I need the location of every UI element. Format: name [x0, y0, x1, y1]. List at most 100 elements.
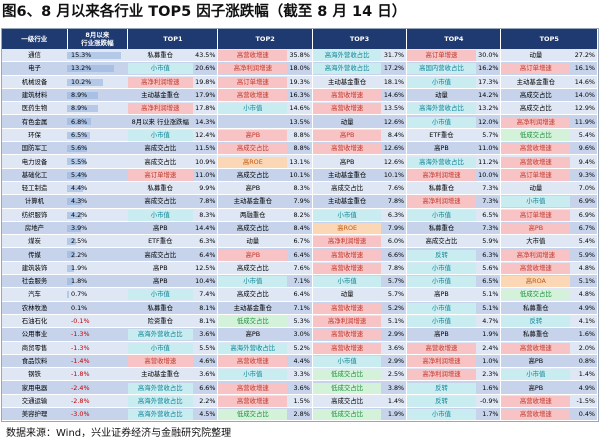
top2-factor-cell: 主动基金重仓	[217, 194, 288, 209]
top3-factor-return: 7.8%	[381, 194, 408, 209]
top4-factor-return: 1.7%	[475, 407, 502, 421]
table-row: 交通运输 -2.8% 高海外营收占比 2.2% 高营收增速 1.5% 高成交占比 1.4% 反转…	[2, 394, 598, 409]
top3-factor-name: 动量	[340, 290, 354, 299]
industry-cell: 公用事业	[2, 327, 67, 342]
top1-factor-return: 7.4%	[192, 287, 219, 302]
top4-factor-name: 高净利润增速	[407, 369, 476, 380]
top2-factor-cell: 低成交占比	[217, 314, 288, 329]
top5-factor-return: 9.4%	[570, 154, 598, 169]
top4-factor-name: 小市值	[407, 302, 476, 314]
pct-bar	[67, 291, 69, 299]
top4-factor-return: 5.9%	[475, 234, 502, 249]
pct-value: 4.4%	[71, 184, 88, 193]
top1-factor-name: 小市值	[127, 289, 193, 301]
top2-factor-name: 高成交占比	[236, 224, 269, 232]
industry-cell: 国防军工	[2, 141, 67, 156]
industry-cell: 商贸零售	[2, 341, 67, 355]
industry-cell: 建筑装饰	[2, 261, 67, 276]
top3-factor-cell: 高营收增速	[312, 261, 382, 276]
top4-factor-cell: 小市值	[406, 274, 476, 289]
top4-factor-name: ETF重仓	[429, 130, 454, 139]
top4-factor-cell: 高净利润增速	[406, 367, 476, 382]
top5-factor-cell: 反转	[500, 314, 571, 329]
top4-factor-cell: 小市值	[406, 208, 476, 222]
top5-factor-name: 高营收增速	[501, 156, 571, 168]
table-row: 基础化工 5.4% 高订单增速 11.0% 高成交占比 10.1% 主动基金重仓 10.1% 高…	[2, 168, 598, 182]
pct-bar	[67, 171, 86, 179]
top5-factor-cell: 高营收增速	[500, 407, 571, 421]
pct-value: 5.5%	[71, 157, 88, 166]
top4-factor-cell: 高PB	[406, 327, 476, 342]
top3-factor-return: 8.4%	[381, 128, 408, 143]
top3-factor-cell: 高海外营收占比	[312, 49, 382, 63]
top5-factor-name: 高营收增速	[501, 262, 571, 274]
table-row: 美容护理 -3.0% 高海外营收占比 4.5% 低成交占比 2.8% 低成交占比 1.9% 小市…	[2, 407, 598, 421]
top1-factor-return: 11.5%	[192, 141, 219, 156]
top2-factor-return: 18.0%	[287, 61, 313, 76]
top2-factor-return: 7.6%	[287, 261, 313, 276]
pct-value: -0.1%	[71, 317, 90, 326]
pct-bar	[67, 145, 87, 153]
top5-factor-cell: 大市值	[500, 234, 571, 249]
pct-value: 1.8%	[71, 277, 88, 286]
top2-factor-name: 小市值	[218, 103, 288, 114]
top1-factor-return: 10.9%	[192, 154, 219, 169]
top5-factor-cell: 私募重仓	[500, 301, 571, 315]
top4-factor-name: 高营收增速	[407, 342, 476, 354]
top4-factor-cell: 小市值	[406, 75, 476, 89]
top4-factor-return: 2.4%	[475, 341, 502, 355]
top5-factor-name: 主动基金重仓	[516, 77, 555, 86]
top2-factor-cell: 高营收增速	[217, 88, 288, 103]
top1-factor-return: 20.6%	[192, 61, 219, 76]
top3-factor-return: 6.0%	[381, 234, 408, 249]
top3-factor-cell: 低成交占比	[312, 367, 382, 382]
top5-factor-name: 大市值	[526, 237, 546, 246]
top5-factor-name: 高PB	[528, 383, 544, 392]
top5-factor-return: 7.0%	[570, 181, 598, 196]
top4-factor-return: 13.2%	[475, 101, 502, 116]
top5-factor-cell: 高营收增速	[500, 420, 571, 421]
top4-factor-cell: 小市值	[406, 314, 476, 329]
top2-factor-return: 3.6%	[287, 380, 313, 395]
top1-factor-cell: 高海外营收占比	[127, 394, 193, 409]
top1-factor-name: 高净利润增速	[127, 76, 193, 88]
top3-factor-cell: 高营收增速	[312, 101, 382, 116]
top1-factor-cell: 高营收增速	[127, 420, 193, 421]
top2-factor-name: 高PB	[245, 184, 261, 193]
top1-factor-name: 高海外营收占比	[127, 329, 193, 341]
industry-cell: 建筑材料	[2, 88, 67, 103]
top3-factor-cell: 高营收增速	[312, 247, 382, 262]
top1-factor-name: 8月以来 行业涨跌幅	[131, 117, 189, 126]
industry-pct-cell: 0.1%	[67, 301, 128, 315]
top3-factor-name: 高营收增速	[312, 249, 382, 261]
pct-bar	[67, 52, 121, 59]
top3-factor-name: 主动基金重仓	[327, 197, 367, 206]
top1-factor-name: 高净利润增速	[127, 103, 193, 114]
top1-factor-name: 高PB	[152, 277, 168, 286]
top1-factor-cell: 小市值	[127, 61, 193, 76]
pct-value: 6.8%	[71, 117, 88, 126]
pct-value: 1.9%	[71, 263, 88, 272]
top5-factor-return: 6.9%	[570, 194, 598, 209]
top4-factor-return: 11.2%	[475, 154, 502, 169]
top4-factor-cell: 高营收增速	[406, 341, 476, 355]
top3-factor-cell: 高营收增速	[312, 341, 382, 355]
top3-factor-name: 高营收增速	[312, 103, 382, 114]
top5-factor-return: 4.1%	[570, 314, 598, 329]
top4-factor-return: 5.1%	[475, 301, 502, 315]
top3-factor-name: 低成交占比	[312, 382, 382, 394]
top2-factor-cell: 动量	[217, 234, 288, 249]
top2-factor-cell: 高营收增速	[217, 354, 288, 369]
table-row: 医药生物 8.9% 高净利润增速 17.8% 小市值 14.6% 高营收增速 13.5% 高海外…	[2, 101, 598, 116]
top1-factor-return: 19.8%	[192, 75, 219, 89]
top4-factor-name: 反转	[407, 249, 476, 261]
industry-cell: 食品饮料	[2, 354, 67, 369]
top1-factor-name: 小市值	[127, 342, 193, 354]
pct-value: 6.5%	[71, 130, 88, 139]
industry-cell: 煤炭	[2, 234, 67, 249]
top3-factor-return: 2.5%	[381, 367, 408, 382]
top5-factor-return: 6.7%	[570, 221, 598, 236]
top4-factor-cell: 高订单增速	[406, 49, 476, 63]
top5-factor-name: 高PB	[501, 223, 571, 234]
pct-value: -1.4%	[71, 356, 90, 365]
